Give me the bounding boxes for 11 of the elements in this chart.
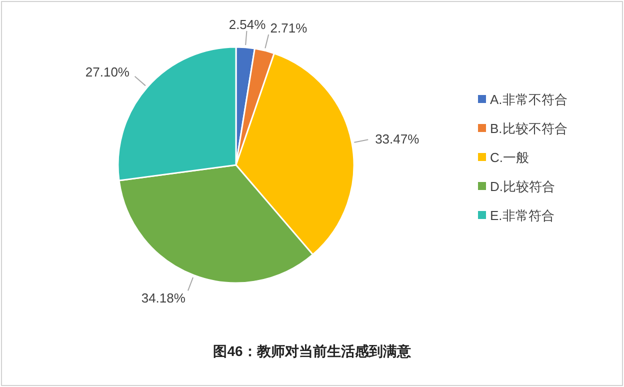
data-label: 33.47% [375, 131, 420, 146]
legend-label: B.比较不符合 [490, 121, 568, 136]
data-label: 34.18% [141, 290, 186, 306]
legend-label: D.比较符合 [490, 179, 555, 194]
legend-label: E.非常符合 [490, 208, 554, 223]
text: 图46：教师对当前生活感到满意 [213, 343, 412, 359]
legend-label: C.一般 [490, 150, 529, 165]
data-label: 27.10% [85, 64, 130, 80]
data-label: 2.54% [228, 16, 266, 32]
data-label: 2.71% [270, 20, 308, 36]
legend-label: A.非常不符合 [490, 92, 568, 107]
